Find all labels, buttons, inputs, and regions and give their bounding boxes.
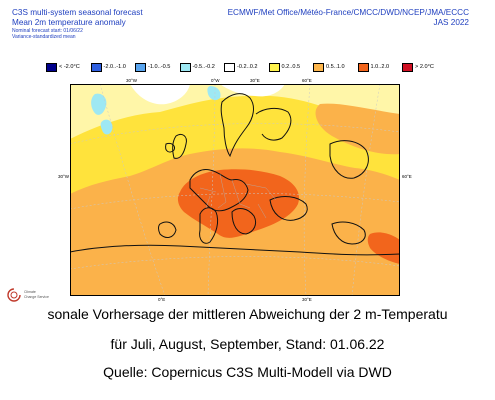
caption-line-2: für Juli, August, September, Stand: 01.0… [110,336,385,352]
season-label: JAS 2022 [433,18,469,27]
legend-swatch [268,62,280,72]
legend-swatch [313,62,324,72]
warm-orange-east [315,103,400,155]
hot-patch-sahara [367,232,400,264]
legend-label: -1.0..-0.5 [148,64,171,70]
legend-item: < -2.0°C [46,62,80,72]
method-note: Variance-standardized mean [12,34,76,40]
variable-title: Mean 2m temperature anomaly [12,18,126,27]
color-legend: < -2.0°C -2.0..-1.0 -1.0..-0.5 -0.5..-0.2 -0… [46,62,446,72]
legend-swatch [135,62,146,72]
neutral-north-patch-2 [220,84,285,97]
country-borders [199,173,277,219]
legend-label: 0.2..0.5 [281,64,301,70]
logo-text-1: Climate [24,290,36,294]
anomaly-map: 30°W 0°W 30°E 60°E 0°E 30°E 30°W 60°E [58,78,412,302]
lon-label-top-2: 0°W [211,78,220,83]
neutral-north-patch [130,84,190,105]
centres-list: ECMWF/Met Office/Météo-France/CMCC/DWD/N… [227,8,469,17]
legend-item: -1.0..-0.5 [135,62,170,72]
legend-swatch [90,62,102,72]
legend-swatch [179,62,191,72]
lat-label-right: 60°E [402,174,412,179]
lon-label-top-1: 30°W [126,78,138,83]
legend-swatch [224,62,235,72]
legend-label: < -2.0°C [59,64,80,70]
forecast-header-left: C3S multi-system seasonal forecast Mean … [12,8,143,40]
legend-swatch [357,62,369,72]
legend-swatch [402,62,413,72]
legend-label: -2.0..-1.0 [103,64,126,70]
cool-patch-atlantic [100,119,113,135]
legend-item: 0.2..0.5 [268,62,301,72]
logo-text-2: Change Service [24,295,49,299]
lon-label-top-3: 30°E [250,78,260,83]
legend-item: -0.5..-0.2 [179,62,215,72]
legend-swatch [46,62,57,72]
legend-item: 1.0..2.0 [357,62,390,72]
map-frame [70,84,400,296]
graticule [70,84,400,296]
map-svg [70,84,400,296]
lon-label-bottom-1: 0°E [158,297,166,302]
caption-line-3: Quelle: Copernicus C3S Multi-Modell via … [103,364,392,380]
legend-label: 1.0..2.0 [370,64,390,70]
legend-item: -0.2..0.2 [224,62,258,72]
legend-label: -0.5..-0.2 [192,64,215,70]
cool-patch-northeast [207,86,221,101]
lat-label-left: 30°W [58,174,70,179]
legend-item: -2.0..-1.0 [90,62,126,72]
forecast-start: Nominal forecast start: 01/06/22 [12,28,83,34]
forecast-header-right: ECMWF/Met Office/Météo-France/CMCC/DWD/N… [186,8,469,28]
forecast-title: C3S multi-system seasonal forecast [12,8,143,17]
copernicus-logo-icon [7,288,21,302]
caption-line-1: sonale Vorhersage der mittleren Abweichu… [47,306,448,322]
legend-label: -0.2..0.2 [237,64,258,70]
lon-label-top-4: 60°E [302,78,312,83]
legend-item: > 2.0°C [402,62,434,72]
legend-label: 0.5..1.0 [326,64,345,70]
legend-label: > 2.0°C [415,64,434,70]
coastlines [70,93,400,256]
legend-item: 0.5..1.0 [313,62,345,72]
copernicus-logo: Climate Change Service [6,285,66,305]
cool-patch-west [91,93,107,115]
lon-label-bottom-2: 30°E [302,297,312,302]
